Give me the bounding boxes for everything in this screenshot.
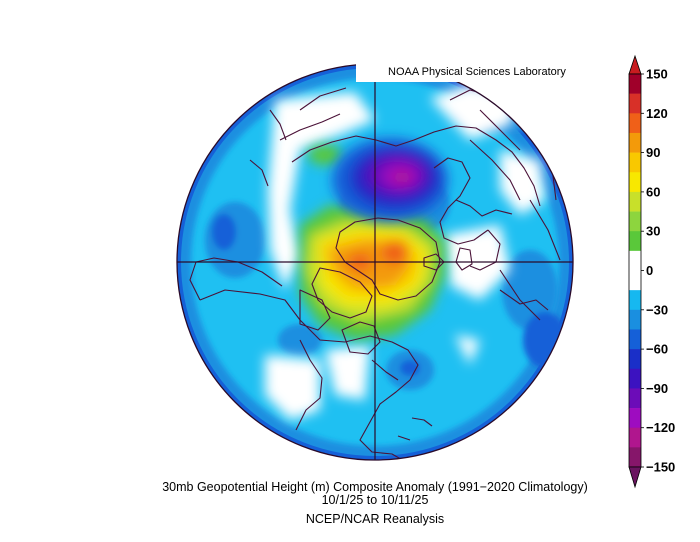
colorbar-top-arrow [628,54,642,75]
colorbar-band [629,211,641,232]
colorbar-band [629,290,641,311]
colorbar-band [629,309,641,330]
colorbar-band [629,231,641,252]
colorbar-label: −120 [646,420,675,435]
colorbar-label: −30 [646,302,668,317]
colorbar-band [629,427,641,448]
colorbar-band [629,132,641,153]
colorbar-label: 90 [646,145,660,160]
colorbar-band [629,349,641,370]
colorbar-label: 120 [646,106,668,121]
colorbar-label: 150 [646,67,668,82]
colorbar-band [629,329,641,350]
caption-line-2: 10/1/25 to 10/11/25 [321,493,429,507]
caption-line-1: 30mb Geopotential Height (m) Composite A… [162,480,588,494]
colorbar-band [629,250,641,271]
colorbar-label: 0 [646,263,653,278]
colorbar-band [629,113,641,134]
colorbar-band [629,93,641,114]
colorbar-label: −150 [646,460,675,475]
anomaly-field [177,64,573,460]
colorbar-band [629,74,641,94]
colorbar-label: −90 [646,381,668,396]
credit-label: NOAA Physical Sciences Laboratory [356,62,574,82]
colorbar-band [629,408,641,428]
colorbar-band [629,388,641,409]
colorbar-band [629,447,641,468]
colorbar-label: −60 [646,342,668,357]
colorbar-bottom-arrow [628,466,642,489]
colorbar: 150 120 90 60 30 0 −30 −60 −90 −120 −150 [628,54,675,489]
colorbar-label: 60 [646,184,660,199]
colorbar-band [629,191,641,212]
colorbar-band [629,172,641,193]
colorbar-band [629,368,641,389]
colorbar-band [629,270,641,291]
colorbar-band [629,152,641,173]
coastlines [189,87,561,460]
caption-line-3: NCEP/NCAR Reanalysis [305,512,445,526]
colorbar-label: 30 [646,224,660,239]
